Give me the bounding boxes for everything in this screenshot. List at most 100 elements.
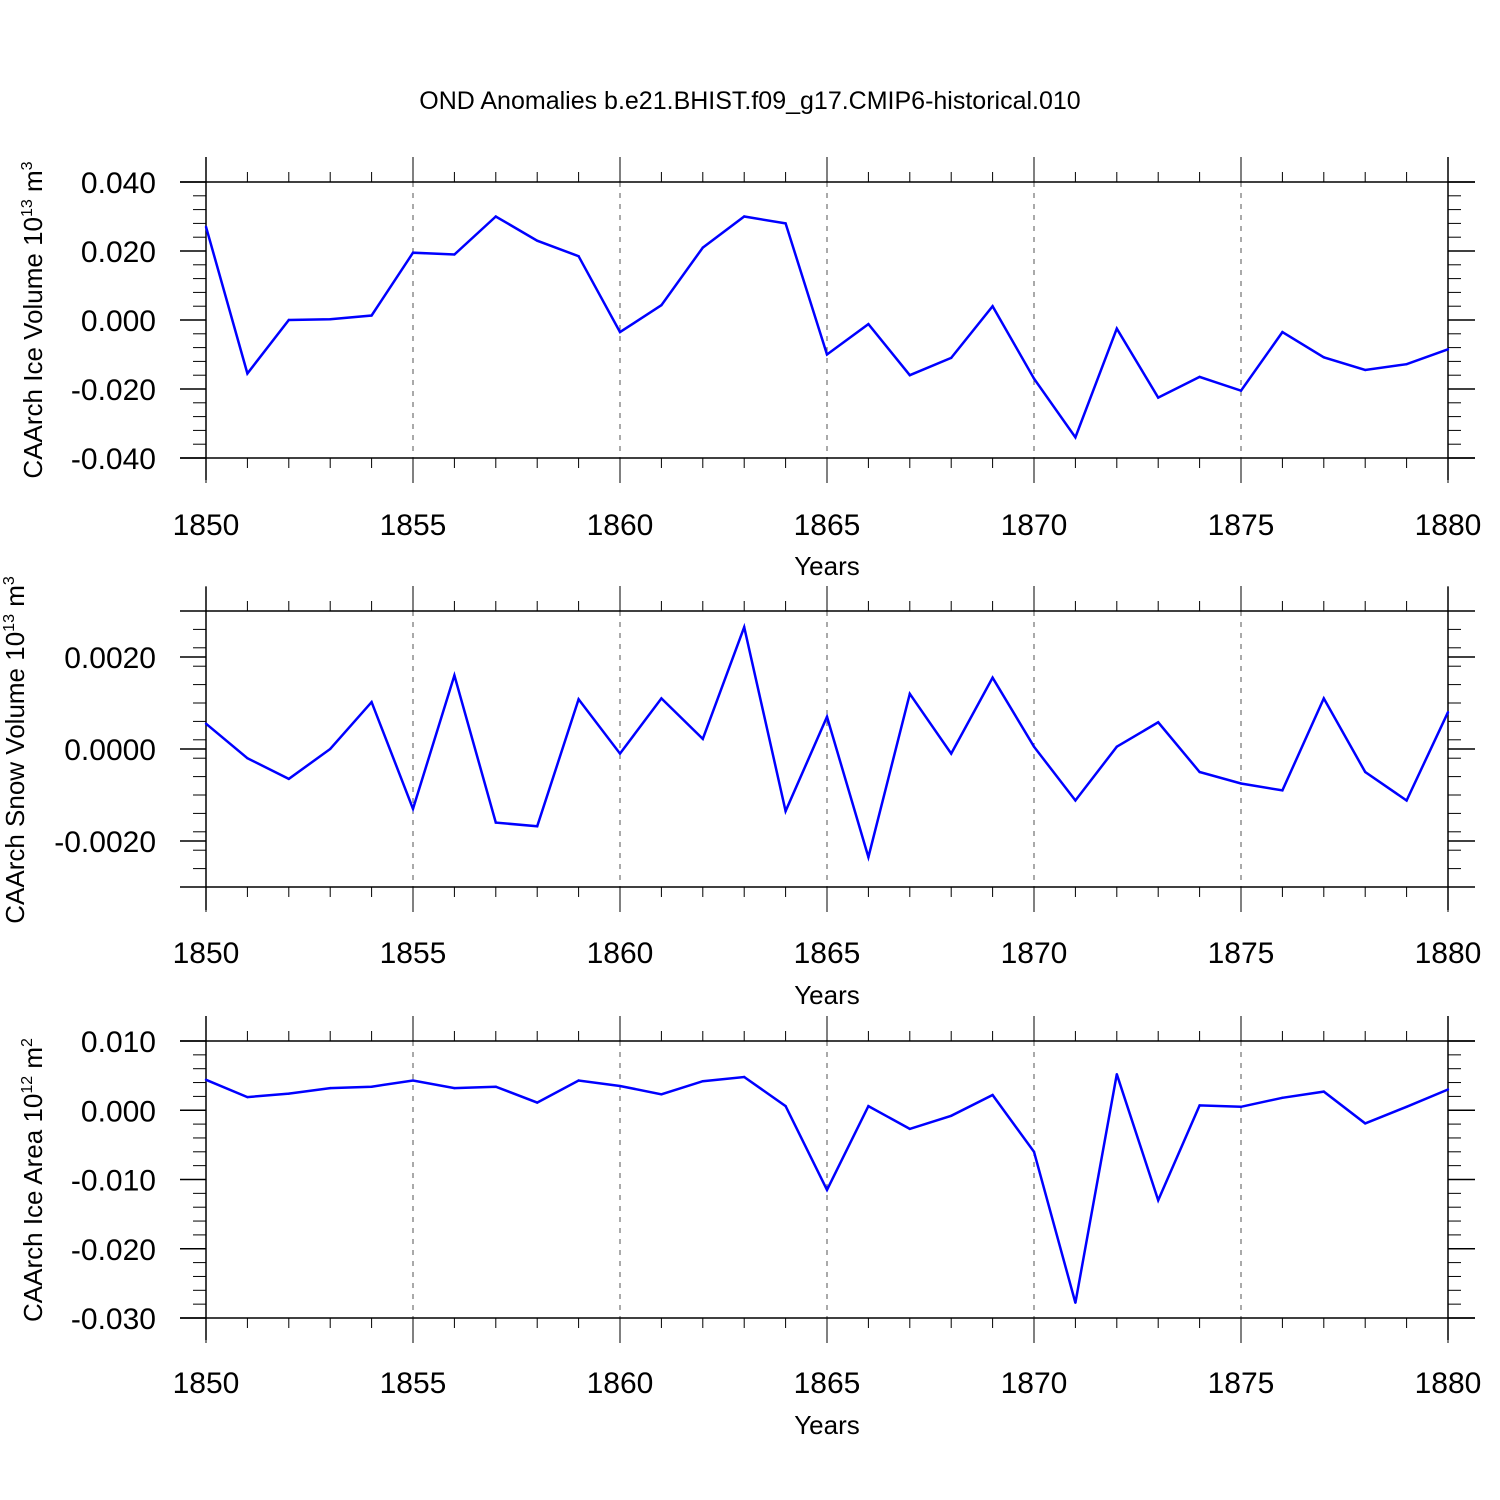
data-point — [1405, 362, 1408, 366]
data-point — [1074, 1301, 1077, 1304]
data-point — [370, 700, 373, 704]
panel-1: -0.040 -0.020 0.000 0.020 0.040 1850 1855 1860 1… — [18, 157, 1481, 581]
data-point — [743, 1075, 746, 1079]
data-point — [825, 1188, 829, 1192]
y-tick-label: 0.000 — [81, 1095, 156, 1128]
data-point — [991, 1093, 994, 1097]
data-point — [991, 305, 994, 308]
y-axis-label: CAArch Ice Volume 1013 m3 — [18, 161, 48, 478]
y-tick-label: 0.010 — [81, 1026, 156, 1059]
y-tick-label: -0.010 — [71, 1165, 156, 1198]
x-tick-label: 1855 — [380, 937, 447, 970]
data-point — [329, 318, 332, 321]
panel-3: -0.030 -0.020 -0.010 0.000 0.010 1850 1855 1860… — [18, 1016, 1481, 1440]
data-point — [1281, 330, 1284, 334]
data-point — [660, 303, 663, 307]
data-point — [1405, 799, 1408, 802]
data-point — [329, 1086, 332, 1090]
data-point — [1115, 1073, 1119, 1076]
data-point — [1364, 368, 1367, 372]
data-point — [1115, 745, 1119, 748]
data-point — [867, 322, 870, 326]
x-tick-label: 1875 — [1208, 509, 1275, 542]
data-point — [411, 251, 415, 254]
y-axis-label: CAArch Snow Volume 1013 m3 — [0, 576, 30, 924]
chart-title: OND Anomalies b.e21.BHIST.f09_g17.CMIP6-… — [419, 87, 1080, 115]
x-tick-label: 1850 — [173, 1367, 240, 1400]
data-point — [1446, 711, 1450, 714]
data-point — [825, 353, 829, 356]
x-tick-label: 1875 — [1208, 1367, 1275, 1400]
data-point — [743, 625, 746, 629]
data-point — [1198, 375, 1201, 379]
data-point — [246, 1095, 249, 1099]
data-point — [453, 1086, 456, 1090]
y-tick-label: 0.000 — [81, 305, 156, 338]
data-point — [536, 239, 539, 242]
data-point — [1405, 1105, 1408, 1108]
data-point — [701, 246, 704, 249]
x-tick-label: 1865 — [794, 1367, 861, 1400]
x-axis-label: Years — [794, 1410, 860, 1440]
data-point — [1032, 377, 1036, 380]
data-point — [1074, 799, 1077, 802]
data-point — [246, 372, 249, 375]
x-tick-label: 1860 — [587, 1367, 654, 1400]
data-point — [950, 356, 953, 360]
data-point — [1115, 327, 1119, 330]
data-point — [1281, 1096, 1284, 1099]
data-point — [1198, 1104, 1201, 1107]
y-tick-label: -0.0020 — [54, 826, 156, 859]
data-point — [991, 676, 994, 679]
data-point — [867, 855, 870, 859]
data-point — [246, 757, 249, 760]
data-point — [577, 1079, 580, 1082]
x-axis-label: Years — [794, 551, 860, 581]
data-point — [1032, 745, 1036, 748]
y-tick-label: 0.020 — [81, 236, 156, 269]
data-point — [1364, 770, 1367, 774]
data-point — [287, 1092, 290, 1095]
data-point — [1446, 348, 1450, 351]
x-tick-label: 1875 — [1208, 937, 1275, 970]
data-point — [1239, 389, 1243, 392]
x-tick-label: 1865 — [794, 509, 861, 542]
data-point — [867, 1104, 870, 1108]
data-point — [370, 1085, 373, 1088]
data-point — [1198, 770, 1201, 774]
y-tick-label: 0.0000 — [64, 734, 156, 767]
x-tick-label: 1860 — [587, 937, 654, 970]
data-point — [204, 225, 208, 229]
data-point — [1074, 436, 1077, 439]
data-point — [1032, 1150, 1036, 1154]
data-point — [950, 1114, 953, 1117]
x-tick-label: 1850 — [173, 509, 240, 542]
data-point — [1239, 1105, 1243, 1108]
data-point — [784, 809, 787, 813]
data-point — [701, 1079, 704, 1083]
data-point — [784, 1104, 787, 1108]
data-point — [1157, 1199, 1160, 1202]
data-point — [577, 698, 580, 701]
data-point — [1157, 396, 1160, 399]
y-tick-label: -0.040 — [71, 443, 156, 476]
data-point — [908, 374, 911, 377]
panel-2: -0.0020 0.0000 0.0020 1850 1855 1860 1865 1870 1… — [0, 576, 1481, 1010]
data-point — [577, 254, 580, 258]
data-point — [618, 752, 622, 755]
data-point — [287, 318, 290, 322]
x-tick-label: 1855 — [380, 509, 447, 542]
data-point — [204, 722, 208, 725]
data-point — [743, 215, 746, 218]
data-point — [411, 807, 415, 810]
data-point — [618, 330, 622, 334]
x-tick-label: 1880 — [1415, 509, 1482, 542]
data-point — [329, 747, 332, 751]
data-point — [1239, 782, 1243, 785]
y-tick-label: -0.020 — [71, 374, 156, 407]
y-axis-label: CAArch Ice Area 1012 m2 — [18, 1038, 48, 1322]
x-tick-label: 1870 — [1001, 937, 1068, 970]
x-tick-label: 1865 — [794, 937, 861, 970]
data-point — [1322, 697, 1326, 700]
data-point — [1364, 1122, 1367, 1125]
